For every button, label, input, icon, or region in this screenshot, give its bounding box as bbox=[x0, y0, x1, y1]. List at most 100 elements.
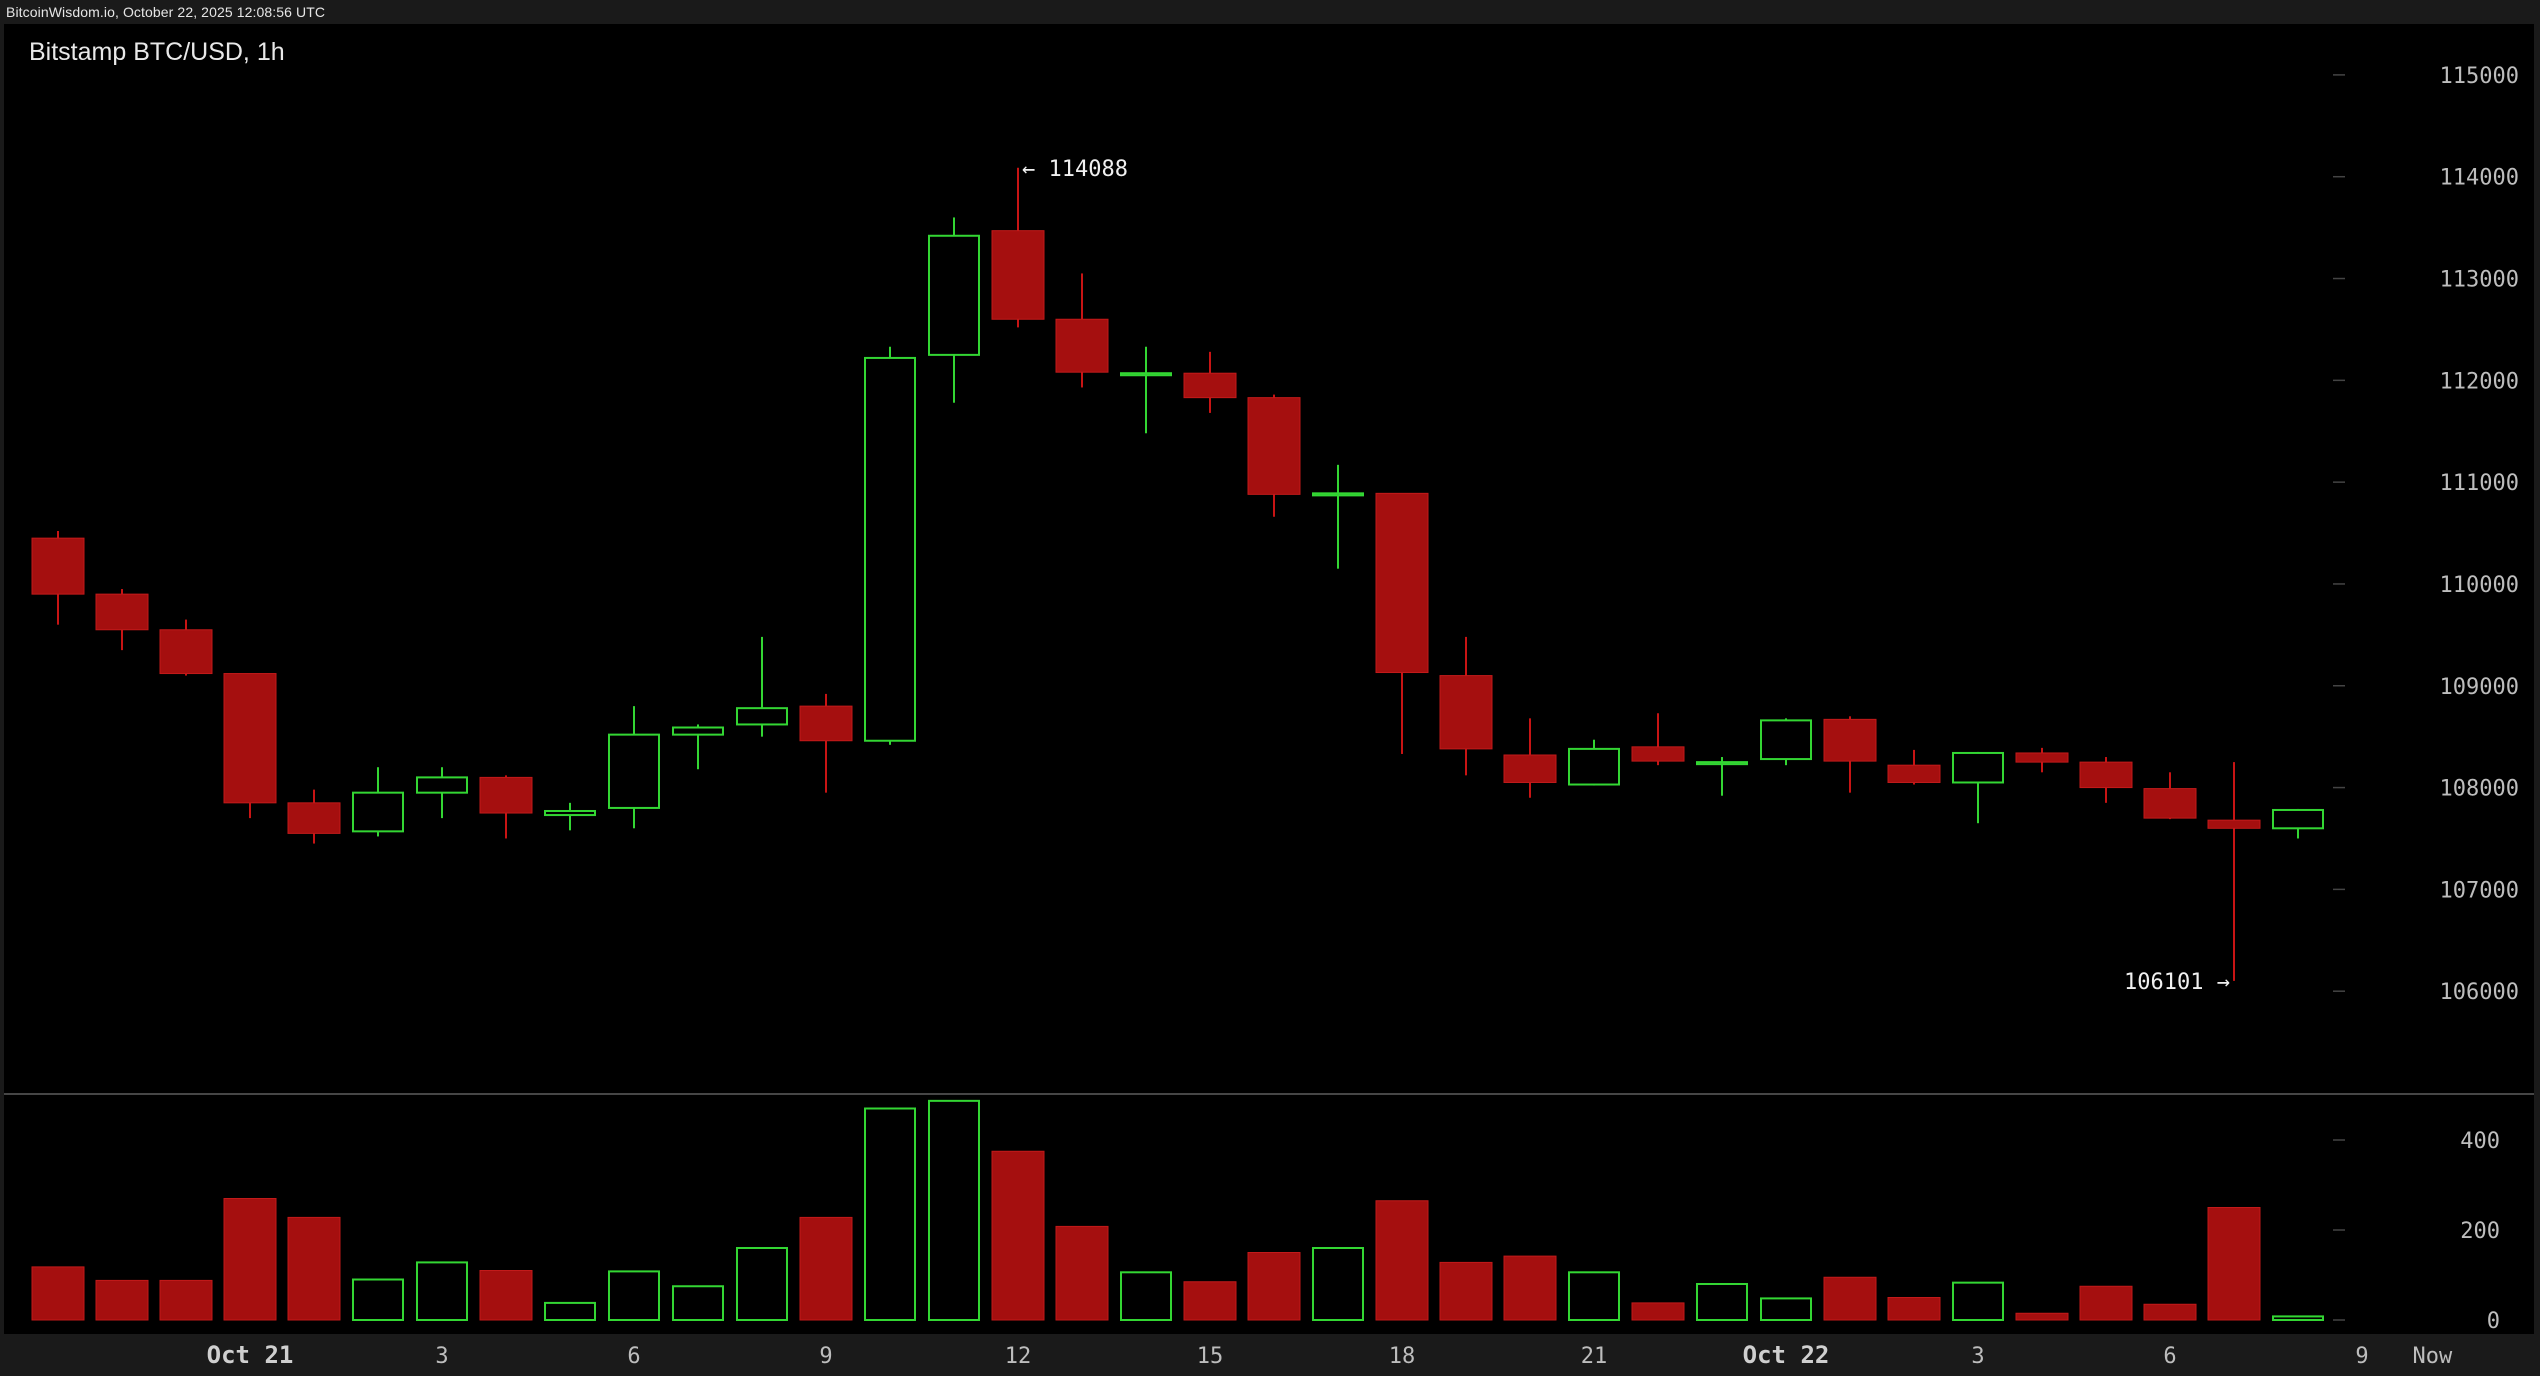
volume-bar[interactable] bbox=[479, 1270, 533, 1321]
candle[interactable] bbox=[1823, 716, 1877, 793]
volume-bar[interactable] bbox=[1760, 1297, 1812, 1322]
volume-bar[interactable] bbox=[544, 1301, 596, 1322]
candle[interactable] bbox=[736, 636, 788, 737]
price-extreme-annotation: ← 114088 bbox=[1022, 157, 1128, 182]
candle-body bbox=[352, 791, 404, 833]
volume-bar[interactable] bbox=[1247, 1252, 1301, 1321]
candle[interactable] bbox=[1696, 757, 1748, 796]
volume-bar[interactable] bbox=[928, 1099, 980, 1321]
volume-bar[interactable] bbox=[1183, 1281, 1237, 1321]
price-annotations: ← 114088 106101 → bbox=[1022, 157, 2230, 995]
candle[interactable] bbox=[1503, 718, 1557, 798]
volume-bar[interactable] bbox=[2015, 1312, 2069, 1321]
candle-body bbox=[2079, 761, 2133, 789]
candle[interactable] bbox=[352, 767, 404, 837]
candle-body bbox=[991, 230, 1045, 320]
volume-bar[interactable] bbox=[2207, 1207, 2261, 1321]
volume-bar[interactable] bbox=[1952, 1281, 2004, 1322]
time-tick-label: 6 bbox=[627, 1344, 640, 1369]
volume-bar[interactable] bbox=[1312, 1247, 1364, 1321]
source-timestamp: BitcoinWisdom.io, October 22, 2025 12:08… bbox=[6, 4, 326, 20]
volume-bar[interactable] bbox=[2272, 1315, 2324, 1322]
candle[interactable] bbox=[1887, 749, 1941, 785]
candle-body bbox=[736, 707, 788, 726]
volume-bar[interactable] bbox=[1887, 1297, 1941, 1321]
candle[interactable] bbox=[1952, 751, 2004, 824]
candle-body bbox=[416, 776, 468, 794]
candle-body bbox=[479, 776, 533, 814]
volume-bar[interactable] bbox=[608, 1270, 660, 1322]
candle-body bbox=[672, 726, 724, 736]
candle[interactable] bbox=[95, 589, 149, 651]
volume-bar[interactable] bbox=[799, 1216, 853, 1321]
candle[interactable] bbox=[1055, 273, 1109, 388]
candle[interactable] bbox=[1312, 464, 1364, 569]
candle[interactable] bbox=[2079, 757, 2133, 803]
volume-bar[interactable] bbox=[31, 1266, 85, 1321]
candle[interactable] bbox=[1247, 394, 1301, 517]
volume-bar[interactable] bbox=[1055, 1225, 1109, 1321]
volume-bar[interactable] bbox=[2143, 1303, 2197, 1321]
volume-bar[interactable] bbox=[1503, 1255, 1557, 1321]
volume-bar[interactable] bbox=[1631, 1302, 1685, 1321]
volume-bar[interactable] bbox=[416, 1261, 468, 1322]
volume-bar[interactable] bbox=[2079, 1285, 2133, 1321]
candle[interactable] bbox=[864, 346, 916, 745]
candle-body bbox=[2207, 819, 2261, 829]
candle[interactable] bbox=[1631, 713, 1685, 766]
candle[interactable] bbox=[799, 693, 853, 793]
candle[interactable] bbox=[608, 706, 660, 829]
candle[interactable] bbox=[2015, 747, 2069, 773]
time-tick-label: 9 bbox=[2355, 1344, 2368, 1369]
volume-bar[interactable] bbox=[1823, 1276, 1877, 1321]
candle[interactable] bbox=[159, 619, 213, 676]
candle[interactable] bbox=[416, 767, 468, 819]
chart-title: Bitstamp BTC/USD, 1h bbox=[29, 38, 285, 66]
candle[interactable] bbox=[672, 724, 724, 770]
candle[interactable] bbox=[2272, 808, 2324, 839]
candle[interactable] bbox=[928, 217, 980, 403]
volume-bar[interactable] bbox=[1568, 1271, 1620, 1322]
volume-bar[interactable] bbox=[352, 1278, 404, 1321]
candle[interactable] bbox=[479, 775, 533, 839]
volume-bar[interactable] bbox=[1120, 1271, 1172, 1322]
candle[interactable] bbox=[1183, 351, 1237, 413]
candle[interactable] bbox=[287, 789, 341, 844]
volume-bar[interactable] bbox=[1696, 1283, 1748, 1321]
volume-bar[interactable] bbox=[159, 1279, 213, 1321]
candle[interactable] bbox=[1439, 636, 1493, 776]
candle[interactable] bbox=[1760, 718, 1812, 766]
volume-bar[interactable] bbox=[223, 1198, 277, 1321]
candle-body bbox=[1312, 492, 1364, 497]
volume-bar[interactable] bbox=[1439, 1261, 1493, 1321]
candle-body bbox=[1696, 761, 1748, 766]
volume-bar[interactable] bbox=[864, 1107, 916, 1321]
candle[interactable] bbox=[991, 167, 1045, 328]
time-tick-label: 3 bbox=[435, 1344, 448, 1369]
volume-bar[interactable] bbox=[95, 1279, 149, 1321]
candle-body bbox=[1823, 718, 1877, 762]
volume-bar[interactable] bbox=[287, 1216, 341, 1321]
time-axis: Oct 21 3 6 9 12 15 18 21 Oct 22 3 6 9 Now bbox=[207, 1341, 2453, 1369]
candle-body bbox=[159, 629, 213, 675]
volume-bar[interactable] bbox=[672, 1285, 724, 1321]
candle-body bbox=[799, 705, 853, 742]
time-tick-label: 12 bbox=[1005, 1344, 1032, 1369]
candle[interactable] bbox=[31, 531, 85, 625]
candle[interactable] bbox=[1120, 346, 1172, 434]
volume-bar[interactable] bbox=[736, 1247, 788, 1321]
time-tick-label: 18 bbox=[1389, 1344, 1416, 1369]
candle[interactable] bbox=[1375, 492, 1429, 754]
candle[interactable] bbox=[544, 802, 596, 831]
candle[interactable] bbox=[1568, 739, 1620, 786]
candle[interactable] bbox=[2207, 762, 2261, 981]
time-tick-label: 9 bbox=[819, 1344, 832, 1369]
volume-bar[interactable] bbox=[991, 1150, 1045, 1321]
candle[interactable] bbox=[2143, 772, 2197, 820]
price-tick-label: 110000 bbox=[2440, 573, 2519, 598]
candle-body bbox=[1439, 675, 1493, 750]
candle[interactable] bbox=[223, 673, 277, 819]
candle-body bbox=[2272, 808, 2324, 830]
volume-bar[interactable] bbox=[1375, 1200, 1429, 1321]
